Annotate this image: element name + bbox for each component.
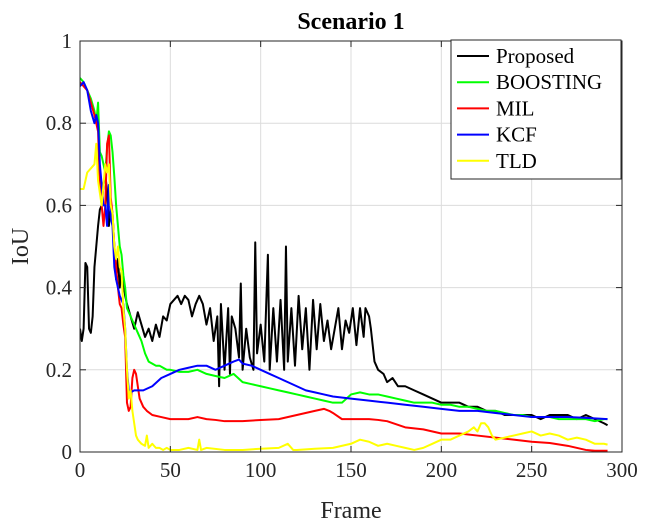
series-line-mil <box>80 81 608 452</box>
series-line-tld <box>80 142 608 451</box>
series-line-kcf <box>80 81 608 421</box>
y-tick-label: 1 <box>62 29 73 53</box>
plot-area <box>80 77 609 452</box>
y-tick-label: 0.6 <box>46 193 72 217</box>
y-tick-label: 0.4 <box>46 276 73 300</box>
legend-label-proposed: Proposed <box>496 44 575 68</box>
x-tick-label: 100 <box>245 458 277 482</box>
legend-label-tld: TLD <box>496 149 537 173</box>
legend-label-kcf: KCF <box>496 123 537 147</box>
legend-label-mil: MIL <box>496 96 535 120</box>
x-axis-label: Frame <box>320 498 381 524</box>
x-tick-label: 150 <box>335 458 367 482</box>
x-tick-label: 250 <box>516 458 548 482</box>
chart-title: Scenario 1 <box>297 9 404 35</box>
series-line-proposed <box>80 171 609 427</box>
legend-box <box>450 39 622 180</box>
tick-labels: 0 50 100 150 200 250 300 0 0.2 0.4 0.6 0.8 1 <box>46 29 638 482</box>
y-tick-label: 0.2 <box>46 358 72 382</box>
x-tick-label: 300 <box>606 458 638 482</box>
x-tick-label: 0 <box>75 458 86 482</box>
x-tick-label: 50 <box>160 458 181 482</box>
y-axis-label: IoU <box>8 228 34 265</box>
y-tick-label: 0.8 <box>46 111 72 135</box>
y-tick-label: 0 <box>62 440 73 464</box>
series-line-boosting <box>80 77 608 423</box>
x-tick-label: 200 <box>426 458 458 482</box>
legend-label-boosting: BOOSTING <box>496 70 602 94</box>
